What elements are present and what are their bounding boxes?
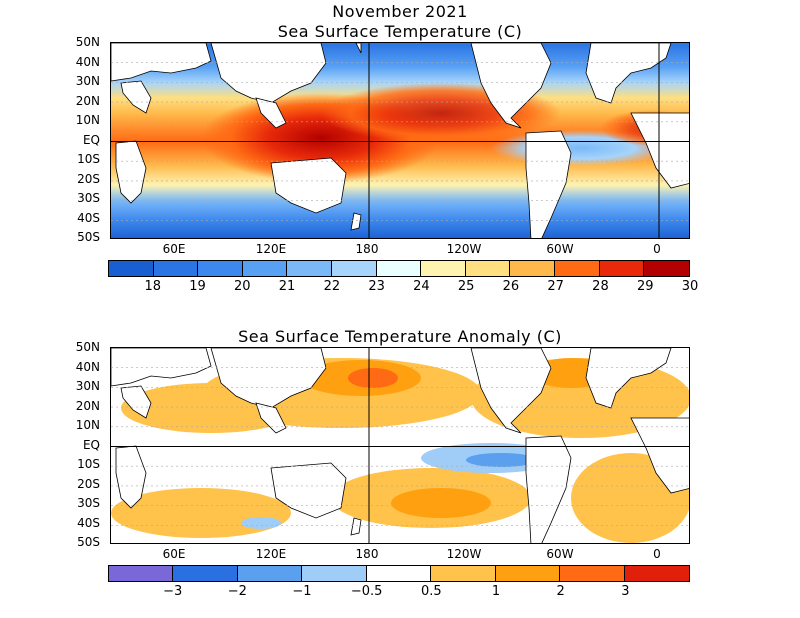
sst-panel-title: Sea Surface Temperature (C) (277, 22, 523, 41)
anomaly-map (110, 347, 690, 544)
lat-label: 40S (77, 210, 100, 225)
lon-label: 180 (355, 547, 379, 561)
colorbar-label: −2 (227, 584, 247, 599)
sst-map (110, 42, 690, 239)
lat-label: 30N (75, 379, 100, 393)
lon-label: 120W (446, 242, 482, 256)
colorbar-swatch (198, 261, 243, 276)
colorbar-label: 0.5 (420, 584, 442, 599)
colorbar-label: 26 (502, 279, 520, 294)
lon-label: 120W (446, 547, 482, 561)
lat-label: 20N (75, 93, 100, 108)
colorbar-label: 3 (621, 584, 630, 599)
lat-label: 50N (75, 35, 100, 49)
lon-label: 120E (255, 547, 287, 561)
sst-map-graphic (111, 43, 689, 238)
colorbar-label: 29 (636, 279, 654, 294)
lat-label: 40N (75, 54, 100, 69)
colorbar-label: 19 (189, 279, 206, 294)
lon-label: 120E (255, 242, 287, 256)
colorbar-label: 28 (592, 279, 609, 294)
colorbar-label: 27 (547, 279, 564, 294)
colorbar-swatch (495, 566, 561, 581)
anomaly-map-graphic (111, 348, 689, 543)
colorbar-label: 25 (457, 279, 475, 294)
colorbar-swatch (555, 261, 600, 276)
lon-label: 60E (162, 547, 186, 561)
colorbar-swatch (431, 566, 496, 581)
lat-label: 40S (77, 515, 100, 530)
lat-label: 20S (77, 476, 100, 491)
colorbar-swatch (153, 261, 199, 276)
colorbar-swatch (644, 261, 689, 276)
lon-label: 60E (162, 242, 186, 256)
lat-label: 50N (75, 340, 100, 354)
colorbar-label: 2 (556, 584, 565, 599)
colorbar-label: −0.5 (350, 584, 383, 599)
colorbar-swatch (287, 261, 333, 276)
colorbar-swatch (366, 566, 432, 581)
lat-label: 10N (75, 418, 100, 432)
colorbar-label: 23 (368, 279, 385, 294)
lon-label: 0 (653, 547, 661, 561)
lat-label: 30S (77, 191, 100, 205)
lon-label: 180 (355, 242, 379, 256)
lat-label: EQ (82, 437, 100, 452)
colorbar-swatch (302, 566, 367, 581)
lat-label: 40N (75, 359, 100, 374)
lat-label: 10N (75, 113, 100, 127)
lon-label: 60W (546, 242, 574, 256)
colorbar-swatch (421, 261, 466, 276)
lon-label: 60W (546, 547, 574, 561)
colorbar-label: −3 (163, 584, 183, 599)
colorbar-swatch (560, 566, 625, 581)
lat-label: EQ (82, 132, 100, 147)
colorbar-label: 24 (413, 279, 430, 294)
colorbar-label: 30 (681, 279, 699, 294)
main-title: November 2021 (332, 2, 468, 21)
anom-panel-title: Sea Surface Temperature Anomaly (C) (238, 327, 562, 346)
colorbar-swatch (599, 261, 645, 276)
lat-label: 20S (77, 171, 100, 186)
sst-colorbar (108, 260, 690, 277)
colorbar-swatch (624, 566, 689, 581)
colorbar-swatch (376, 261, 422, 276)
colorbar-label: 22 (323, 279, 341, 294)
colorbar-swatch (173, 566, 238, 581)
colorbar-label: 18 (144, 279, 162, 294)
lat-label: 10S (77, 457, 100, 471)
colorbar-swatch (465, 261, 511, 276)
colorbar-swatch (237, 566, 303, 581)
colorbar-swatch (242, 261, 288, 276)
anomaly-colorbar (108, 565, 690, 582)
lat-label: 10S (77, 152, 100, 166)
colorbar-label: −1 (292, 584, 312, 599)
lon-label: 0 (653, 242, 661, 256)
colorbar-swatch (109, 566, 174, 581)
lat-label: 30N (75, 74, 100, 88)
lat-label: 20N (75, 398, 100, 413)
colorbar-swatch (109, 261, 154, 276)
colorbar-label: 1 (491, 584, 501, 599)
lat-label: 50S (77, 535, 100, 549)
colorbar-swatch (510, 261, 556, 276)
colorbar-label: 21 (278, 279, 296, 294)
colorbar-swatch (332, 261, 377, 276)
colorbar-label: 20 (234, 279, 251, 294)
lat-label: 30S (77, 496, 100, 510)
lat-label: 50S (77, 230, 100, 244)
